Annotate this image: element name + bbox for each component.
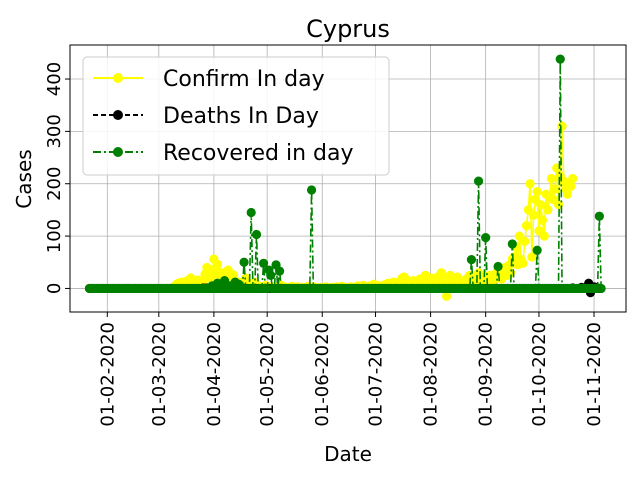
data-point [507,239,517,249]
series-layer [84,54,606,301]
legend-item-confirm: Confirm In day [93,67,325,92]
x-tick-label: 01-06-2020 [312,322,333,427]
data-point [246,207,256,218]
x-tick-label: 01-05-2020 [257,322,278,427]
x-tick-label: 01-04-2020 [204,322,225,427]
y-tick-label: 300 [44,114,65,148]
x-tick-label: 01-11-2020 [584,322,605,427]
legend-label: Confirm In day [163,67,325,92]
data-point [550,184,560,194]
data-point [555,54,565,64]
chart-title: Cyprus [306,15,390,43]
x-tick-label: 01-09-2020 [476,322,497,427]
y-axis-label: Cases [12,149,36,208]
legend-item-recovered: Recovered in day [93,141,354,166]
y-tick-label: 200 [44,167,65,201]
data-point [557,121,567,131]
data-point [441,291,452,301]
data-point [518,258,528,268]
data-point [568,173,578,184]
data-point [527,252,537,262]
legend-marker [113,73,123,83]
y-axis: 0 100 200 300 400 [44,62,70,294]
data-point [537,215,548,225]
data-point [251,229,262,240]
data-point [594,211,604,221]
data-point [520,236,530,246]
x-tick-label: 01-08-2020 [421,322,442,427]
data-point [536,200,546,210]
data-point [546,173,556,184]
legend: Confirm In day Deaths In Day Recovered in … [82,56,390,176]
data-point [493,261,503,272]
data-point [525,179,535,189]
x-tick-label: 01-10-2020 [529,322,550,427]
legend-marker [113,110,123,120]
data-point [212,259,223,269]
legend-label: Deaths In Day [163,104,319,129]
y-tick-label: 400 [44,62,65,96]
data-point [306,185,317,195]
series-recovered [84,54,606,294]
data-point [543,205,553,215]
data-point [207,270,217,280]
legend-box [82,56,390,176]
x-axis-label: Date [324,442,372,466]
data-point [539,231,549,241]
data-point [596,283,606,294]
y-tick-label: 0 [44,283,65,294]
data-point [266,270,276,280]
data-point [532,245,542,255]
y-tick-label: 100 [44,219,65,253]
data-point [481,233,491,243]
data-point [275,266,285,276]
x-axis: 01-02-2020 01-03-2020 01-04-2020 01-05-2020… [97,312,605,427]
data-point [521,221,532,231]
x-tick-label: 01-03-2020 [149,322,170,427]
data-point [259,258,269,268]
plot-frame [69,44,627,313]
data-point [228,270,239,280]
legend-marker [113,147,123,157]
x-tick-label: 01-02-2020 [97,322,118,427]
data-point [239,257,249,267]
data-point [529,210,539,220]
legend-label: Recovered in day [163,141,354,166]
data-point [566,181,576,191]
data-point [562,189,572,199]
legend-item-deaths: Deaths In Day [93,104,319,129]
data-point [473,176,484,186]
x-tick-label: 01-07-2020 [366,322,387,427]
data-point [532,186,542,197]
data-point [466,255,477,265]
